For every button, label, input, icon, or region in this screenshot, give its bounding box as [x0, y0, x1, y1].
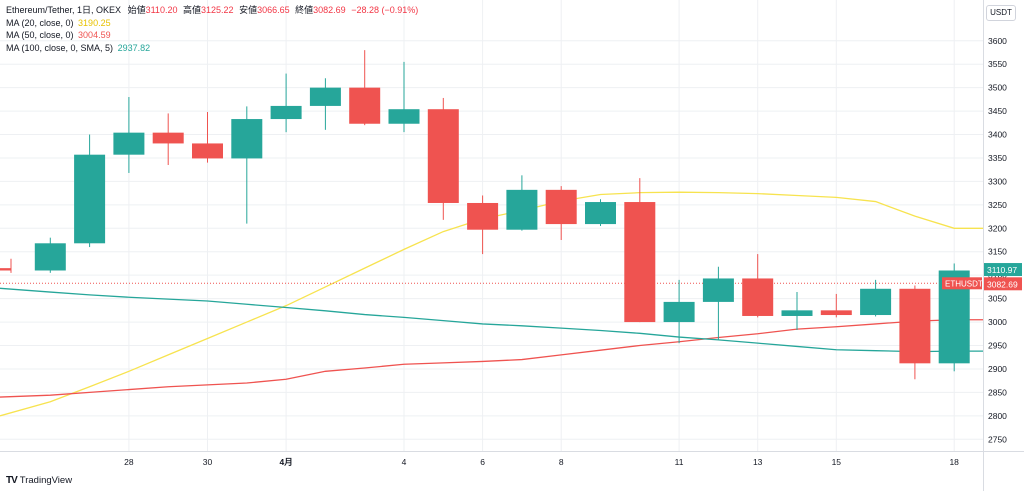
ma50-line: [0, 319, 983, 398]
ma100-row[interactable]: MA (100, close, 0, SMA, 5) 2937.82: [6, 42, 418, 55]
price-tick-label: 3400: [988, 130, 1007, 140]
price-tick-label: 2800: [988, 411, 1007, 421]
time-tick-label: 18: [949, 457, 959, 467]
symbol-tag-label: ETHUSDT: [945, 279, 983, 288]
high-value: 3125.22: [201, 5, 234, 15]
high-label: 高値: [182, 5, 201, 15]
candle-body[interactable]: [663, 301, 695, 323]
time-tick-label: 13: [753, 457, 763, 467]
candle-body[interactable]: [702, 278, 734, 302]
ma20-row[interactable]: MA (20, close, 0) 3190.25: [6, 17, 418, 30]
candle-body[interactable]: [34, 243, 66, 271]
price-tick-label: 2950: [988, 341, 1007, 351]
price-tick-label: 3150: [988, 247, 1007, 257]
ma50-row[interactable]: MA (50, close, 0) 3004.59: [6, 29, 418, 42]
candle-body[interactable]: [467, 202, 499, 230]
candle-body[interactable]: [388, 109, 420, 124]
price-tick-label: 3450: [988, 106, 1007, 116]
price-tick-label: 2900: [988, 364, 1007, 374]
ma100-line: [0, 287, 983, 353]
tradingview-branding[interactable]: TV TradingView: [6, 475, 72, 486]
time-tick-label: 11: [675, 457, 684, 467]
low-label: 安値: [239, 5, 258, 15]
candle-body[interactable]: [231, 119, 263, 159]
price-tick-label: 3000: [988, 317, 1007, 327]
price-label-bg: [984, 263, 1022, 277]
candle-body[interactable]: [349, 87, 381, 124]
candle-body[interactable]: [0, 268, 12, 271]
time-tick-label: 30: [203, 457, 213, 467]
current-price-label-bg: [984, 277, 1022, 291]
candle-body[interactable]: [192, 143, 223, 159]
close-value: 3082.69: [313, 5, 346, 15]
current-price-label: 3082.69: [987, 279, 1018, 289]
open-value: 3110.20: [145, 5, 178, 15]
time-tick-label: 4: [402, 457, 407, 467]
candle-body[interactable]: [820, 310, 852, 316]
ma100-value: 2937.82: [117, 42, 151, 53]
candle-body[interactable]: [270, 105, 302, 120]
change-value: −28.28 (−0.91%): [351, 5, 419, 15]
price-tick-label: 3600: [988, 36, 1007, 46]
chart-legend: Ethereum/Tether, 1日, OKEX 始値3110.20 高値31…: [6, 4, 418, 54]
price-tick-label: 2750: [988, 434, 1007, 444]
time-tick-label: 28: [124, 457, 134, 467]
price-tick-label: 3200: [988, 223, 1007, 233]
candle-body[interactable]: [899, 288, 931, 364]
candle-body[interactable]: [74, 154, 106, 244]
symbol-label: Ethereum/Tether, 1日, OKEX: [6, 5, 122, 15]
price-tick-label: 2850: [988, 387, 1007, 397]
symbol-tag-bg: [942, 277, 982, 290]
candle-body[interactable]: [624, 202, 656, 323]
ma100-label: MA (100, close, 0, SMA, 5): [6, 42, 114, 53]
price-label-high: 3110.97: [987, 265, 1017, 275]
candle-body[interactable]: [781, 310, 813, 316]
low-value: 3066.65: [257, 5, 290, 15]
price-tick-label: 3300: [988, 176, 1007, 186]
ma20-line: [0, 191, 983, 417]
price-tick-label: 3500: [988, 83, 1007, 93]
time-tick-label: 4月: [279, 457, 292, 467]
ma50-value: 3004.59: [78, 30, 111, 40]
price-tick-label: 3050: [988, 294, 1007, 304]
currency-button[interactable]: USDT: [986, 5, 1016, 21]
close-label: 終値: [295, 5, 314, 15]
open-label: 始値: [127, 5, 146, 15]
price-tick-label: 3350: [988, 153, 1007, 163]
price-tick-label: 3250: [988, 200, 1007, 210]
candle-body[interactable]: [742, 278, 774, 316]
tradingview-label: TradingView: [19, 475, 73, 486]
candle-body[interactable]: [427, 109, 459, 203]
candle-body[interactable]: [152, 132, 184, 144]
tradingview-logo-icon: TV: [6, 475, 18, 486]
symbol-row: Ethereum/Tether, 1日, OKEX 始値3110.20 高値31…: [6, 4, 418, 17]
ma50-label: MA (50, close, 0): [6, 30, 74, 40]
candle-body[interactable]: [309, 87, 341, 106]
price-tick-label: 3550: [988, 59, 1007, 69]
candle-body[interactable]: [585, 202, 616, 225]
time-tick-label: 8: [559, 457, 564, 467]
ma20-value: 3190.25: [78, 17, 111, 28]
candle-body[interactable]: [860, 288, 892, 316]
candle-body[interactable]: [113, 132, 145, 155]
candle-body[interactable]: [545, 189, 577, 225]
time-tick-label: 15: [832, 457, 842, 467]
ma20-label: MA (20, close, 0): [6, 17, 74, 28]
time-tick-label: 6: [480, 457, 485, 467]
candle-body[interactable]: [506, 189, 538, 230]
